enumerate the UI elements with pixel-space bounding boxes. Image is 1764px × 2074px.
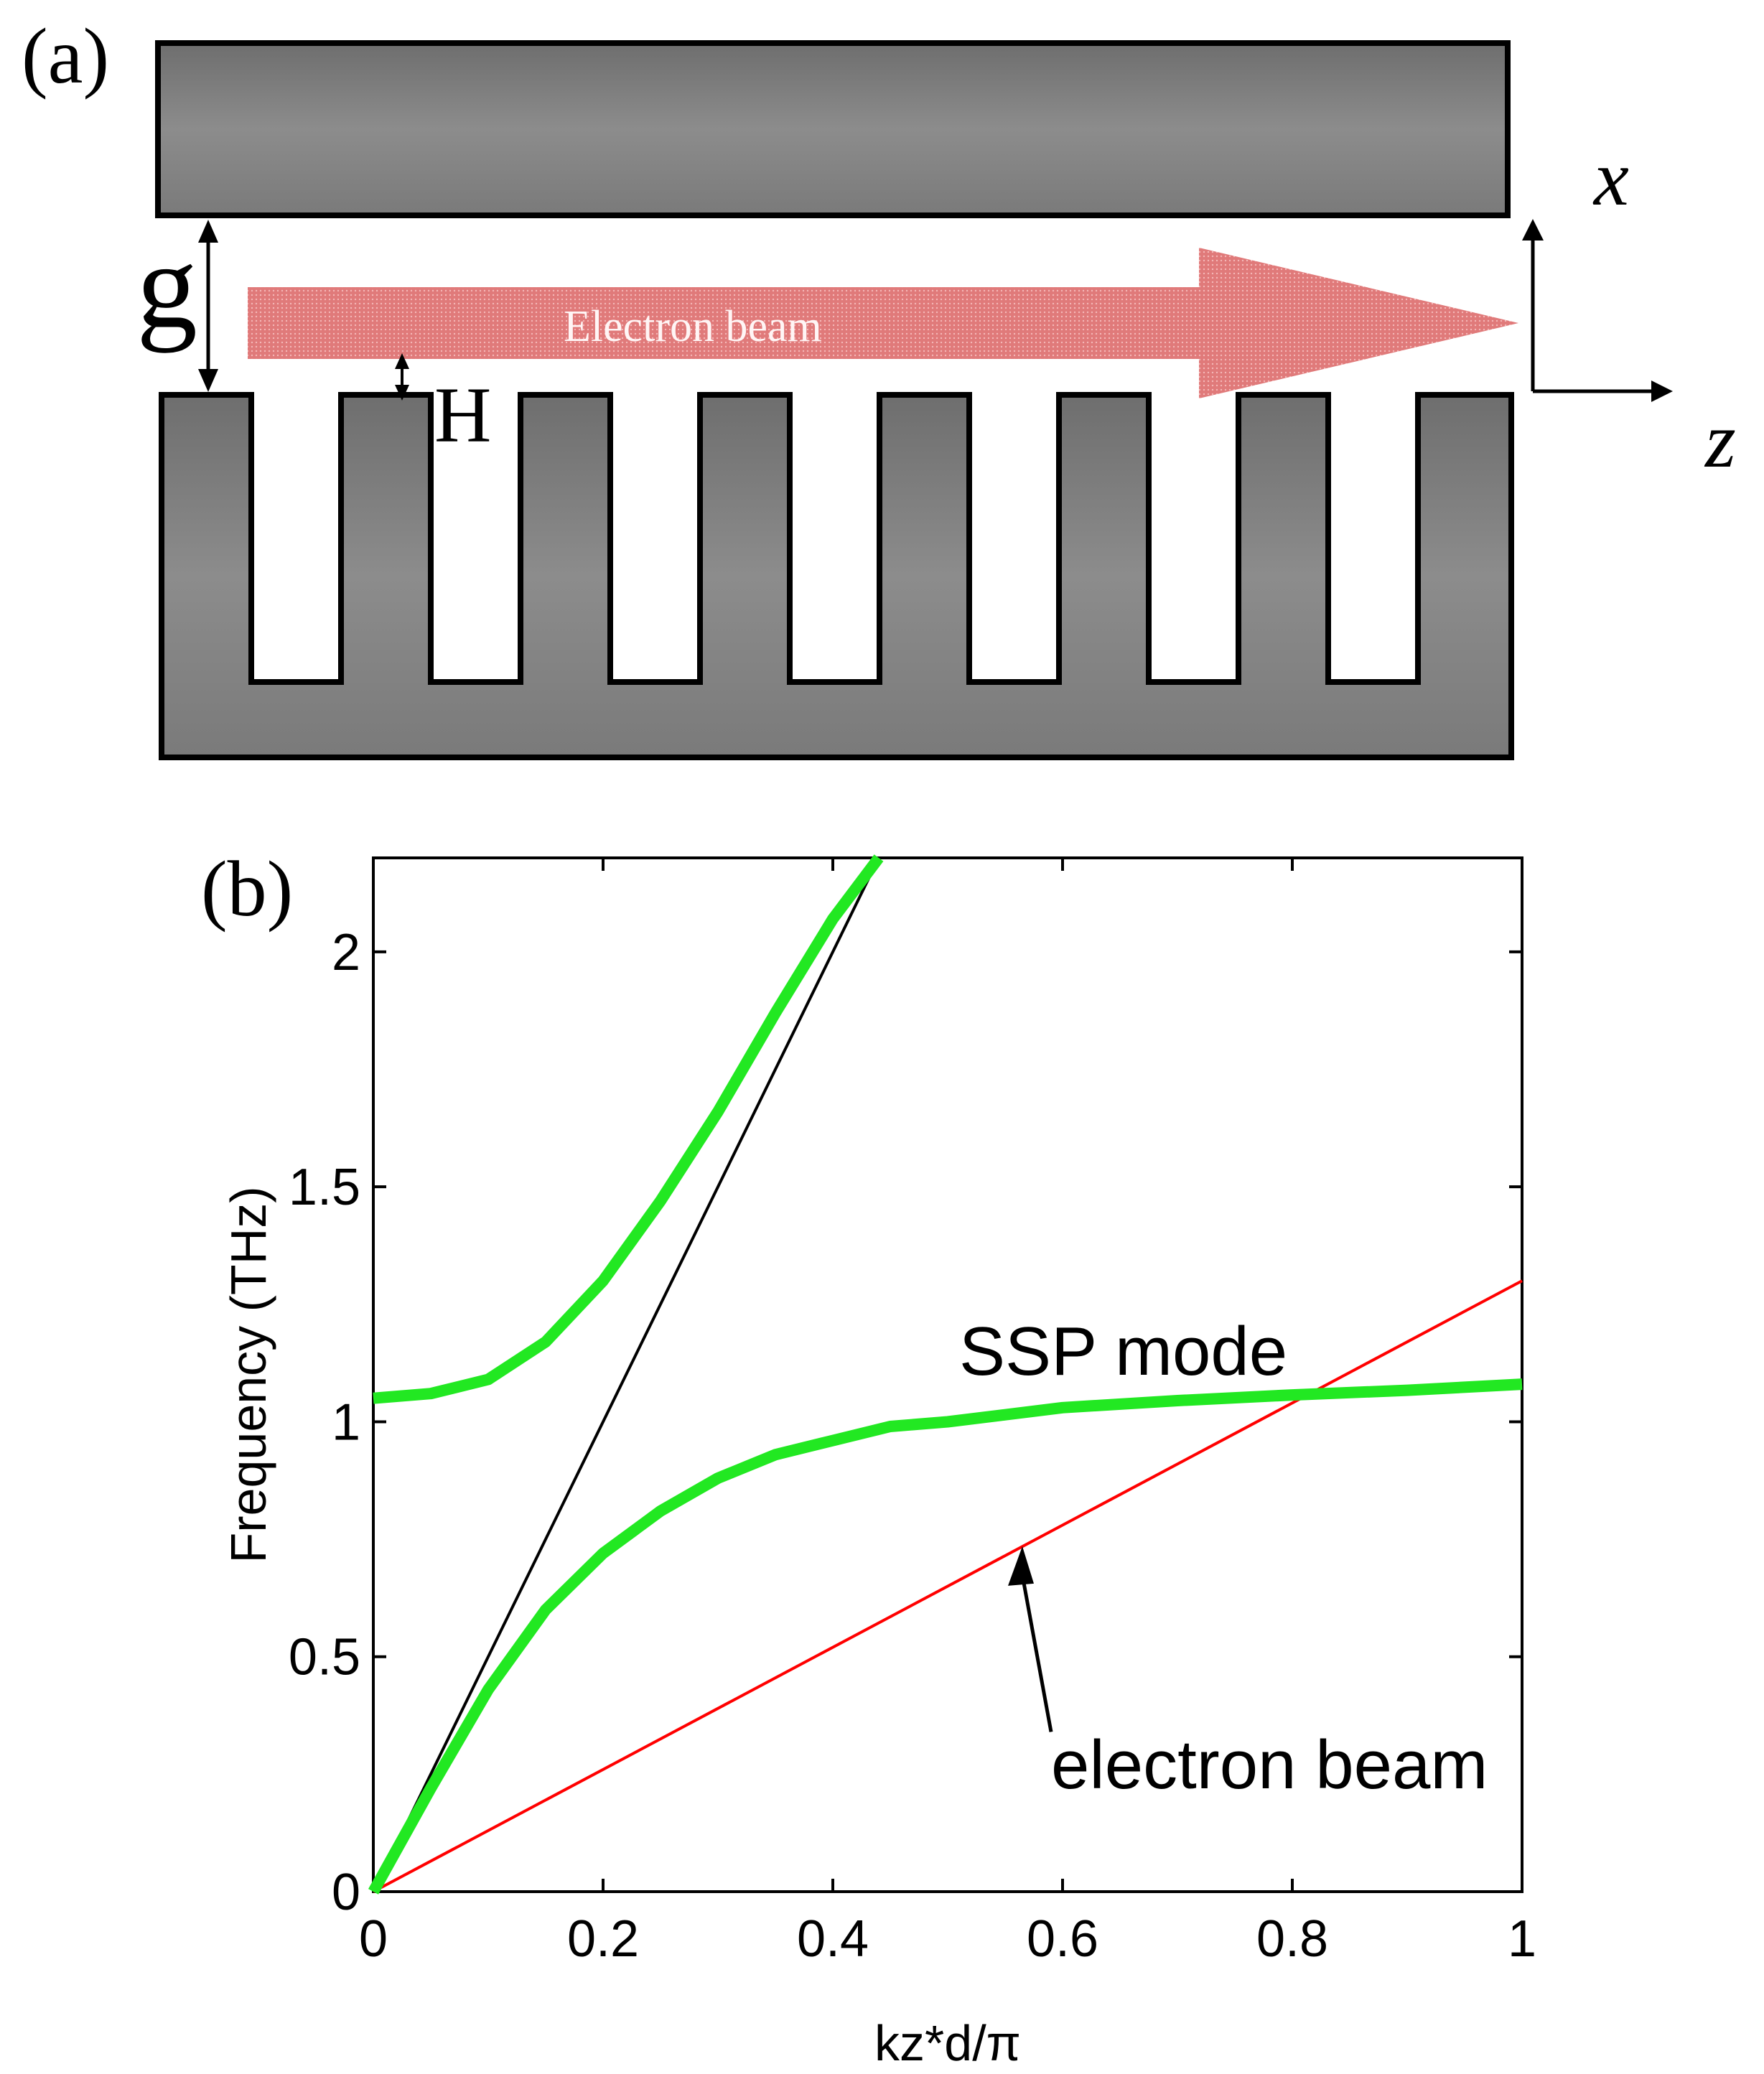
series-light-line: [372, 857, 880, 1892]
panel-a-label: (a): [22, 12, 109, 100]
y-axis-label: Frequency (THz): [220, 1186, 276, 1563]
annotation-arrow-line: [1020, 1574, 1053, 1732]
height-label: H: [434, 371, 491, 459]
electron-beam-label: Electron beam: [564, 302, 822, 351]
axis-x-label: x: [1592, 134, 1629, 222]
series-electron-beam: [373, 1279, 1523, 1893]
y-tick-label: 0: [332, 1864, 360, 1921]
series-ssp-mode: [368, 1378, 1523, 1895]
series-upper-branch: [373, 854, 884, 1404]
height-arrow-top-icon: [395, 353, 409, 369]
electron-beam-arrow: [248, 248, 1518, 398]
series-layer: [368, 854, 1523, 1895]
annotation-layer: SSP mode electron beam: [959, 1313, 1488, 1803]
gap-arrow-bottom-icon: [198, 369, 218, 392]
panel-b-label: (b): [201, 845, 293, 933]
x-tick-label: 0.2: [567, 1910, 639, 1968]
x-tick-label: 0.4: [797, 1910, 869, 1968]
y-tick-label: 1: [332, 1393, 360, 1451]
y-tick-label: 2: [332, 924, 360, 981]
height-arrow-bottom-icon: [395, 385, 409, 401]
x-ticks: 0 0.2 0.4 0.6 0.8 1: [359, 858, 1536, 1968]
axis-z-arrow-icon: [1651, 380, 1673, 402]
gap-arrow-top-icon: [198, 220, 218, 243]
axis-x-arrow-icon: [1522, 219, 1544, 240]
annotation-electron-beam: electron beam: [1051, 1727, 1488, 1803]
gap-label: g: [136, 218, 197, 353]
x-tick-label: 0: [359, 1910, 388, 1968]
x-tick-label: 1: [1508, 1910, 1536, 1968]
grating: [159, 392, 1514, 760]
y-tick-label: 1.5: [289, 1159, 360, 1216]
x-tick-label: 0.8: [1256, 1910, 1328, 1968]
annotation-ssp-mode: SSP mode: [959, 1313, 1287, 1390]
panel-a: (a) Electron beam g H x z: [22, 12, 1736, 760]
y-tick-label: 0.5: [289, 1629, 360, 1686]
y-ticks: 0 0.5 1 1.5 2: [289, 924, 1522, 1921]
annotation-arrow-head-icon: [1008, 1546, 1034, 1586]
panel-b: (b) 0 0.2 0.4 0.6 0.8 1 0 0.5 1 1.5 2 SSP mode ele…: [201, 845, 1536, 2071]
axis-z-label: z: [1704, 396, 1736, 484]
x-tick-label: 0.6: [1027, 1910, 1098, 1968]
top-plate: [155, 40, 1511, 218]
x-axis-label: kz*d/π: [874, 2015, 1021, 2071]
plot-frame: [372, 856, 1523, 1893]
